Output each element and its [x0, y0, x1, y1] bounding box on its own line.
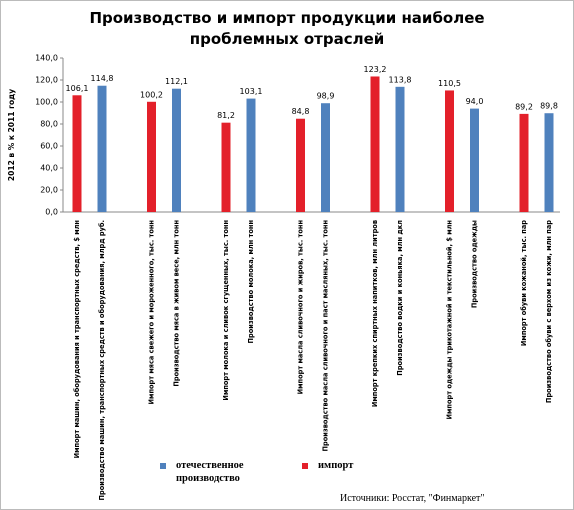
bar: [395, 86, 405, 212]
legend-swatch: [160, 463, 166, 469]
y-tick-label: 20,0: [40, 186, 58, 195]
x-tick-label: Производство одежды: [471, 220, 479, 308]
data-label: 103,1: [240, 87, 263, 96]
x-tick-label: Импорт крепких спиртных напитков, млн ли…: [371, 220, 379, 407]
data-label: 89,8: [540, 102, 558, 111]
bar: [221, 122, 231, 212]
bar: [296, 118, 305, 212]
y-axis-label: 2012 в % к 2011 году: [7, 89, 16, 181]
x-tick-label: Производство молока, млн тонн: [247, 220, 255, 344]
data-label: 81,2: [217, 111, 235, 120]
x-tick-label: Производство водки и коньяка, млн дкл: [396, 220, 404, 376]
bar: [246, 98, 256, 212]
legend-swatch: [302, 463, 308, 469]
y-tick-label: 60,0: [40, 142, 58, 151]
data-label: 89,2: [515, 102, 533, 111]
x-tick-label: Импорт обуви кожаной, тыс. пар: [520, 220, 528, 346]
bar: [321, 103, 330, 212]
legend-label: импорт: [318, 460, 354, 471]
x-tick-label: Импорт машин, оборудования и транспортны…: [73, 220, 81, 458]
data-label: 110,5: [438, 79, 461, 88]
y-tick-label: 0,0: [45, 208, 58, 217]
y-tick-label: 40,0: [40, 164, 58, 173]
data-label: 98,9: [317, 92, 335, 101]
y-tick-label: 120,0: [35, 76, 58, 85]
data-label: 106,1: [66, 84, 89, 93]
bar: [147, 101, 156, 212]
data-label: 94,0: [466, 97, 484, 106]
x-tick-label: Импорт молока и сливок сгущенных, тыс. т…: [222, 220, 230, 401]
bar: [72, 95, 82, 212]
y-tick-label: 100,0: [35, 98, 58, 107]
bar: [172, 88, 181, 212]
x-tick-label: Производство мяса в живом весе, млн тонн: [173, 220, 181, 387]
bar: [519, 113, 529, 212]
data-label: 123,2: [364, 65, 387, 74]
bar: [445, 90, 454, 212]
legend-label: отечественное производство: [176, 460, 244, 484]
bar: [97, 85, 107, 212]
x-tick-label: Производство обуви с верхом из кожи, млн…: [545, 220, 553, 403]
bar: [470, 108, 479, 212]
data-label: 84,8: [292, 107, 310, 116]
data-label: 113,8: [389, 75, 412, 84]
x-tick-label: Производство масла сливочного и паст мас…: [322, 220, 330, 452]
x-tick-label: Импорт одежды трикотажной и текстильной,…: [446, 220, 454, 420]
x-tick-label: Импорт масла сливочного и жиров, тыс. то…: [297, 220, 305, 394]
chart-title: Производство и импорт продукции наиболее…: [89, 9, 485, 48]
data-label: 114,8: [91, 74, 114, 83]
source: Источники: Росстат, "Финмаркет": [340, 493, 485, 504]
y-tick-label: 80,0: [40, 120, 58, 129]
data-label: 100,2: [140, 90, 163, 99]
bar: [370, 76, 380, 212]
x-tick-label: Производство машин, транспортных средств…: [98, 220, 106, 501]
y-tick-label: 140,0: [35, 54, 58, 63]
x-tick-label: Импорт мяса свежего и мороженного, тыс. …: [148, 220, 156, 404]
data-label: 112,1: [165, 77, 188, 86]
bar: [544, 113, 554, 212]
